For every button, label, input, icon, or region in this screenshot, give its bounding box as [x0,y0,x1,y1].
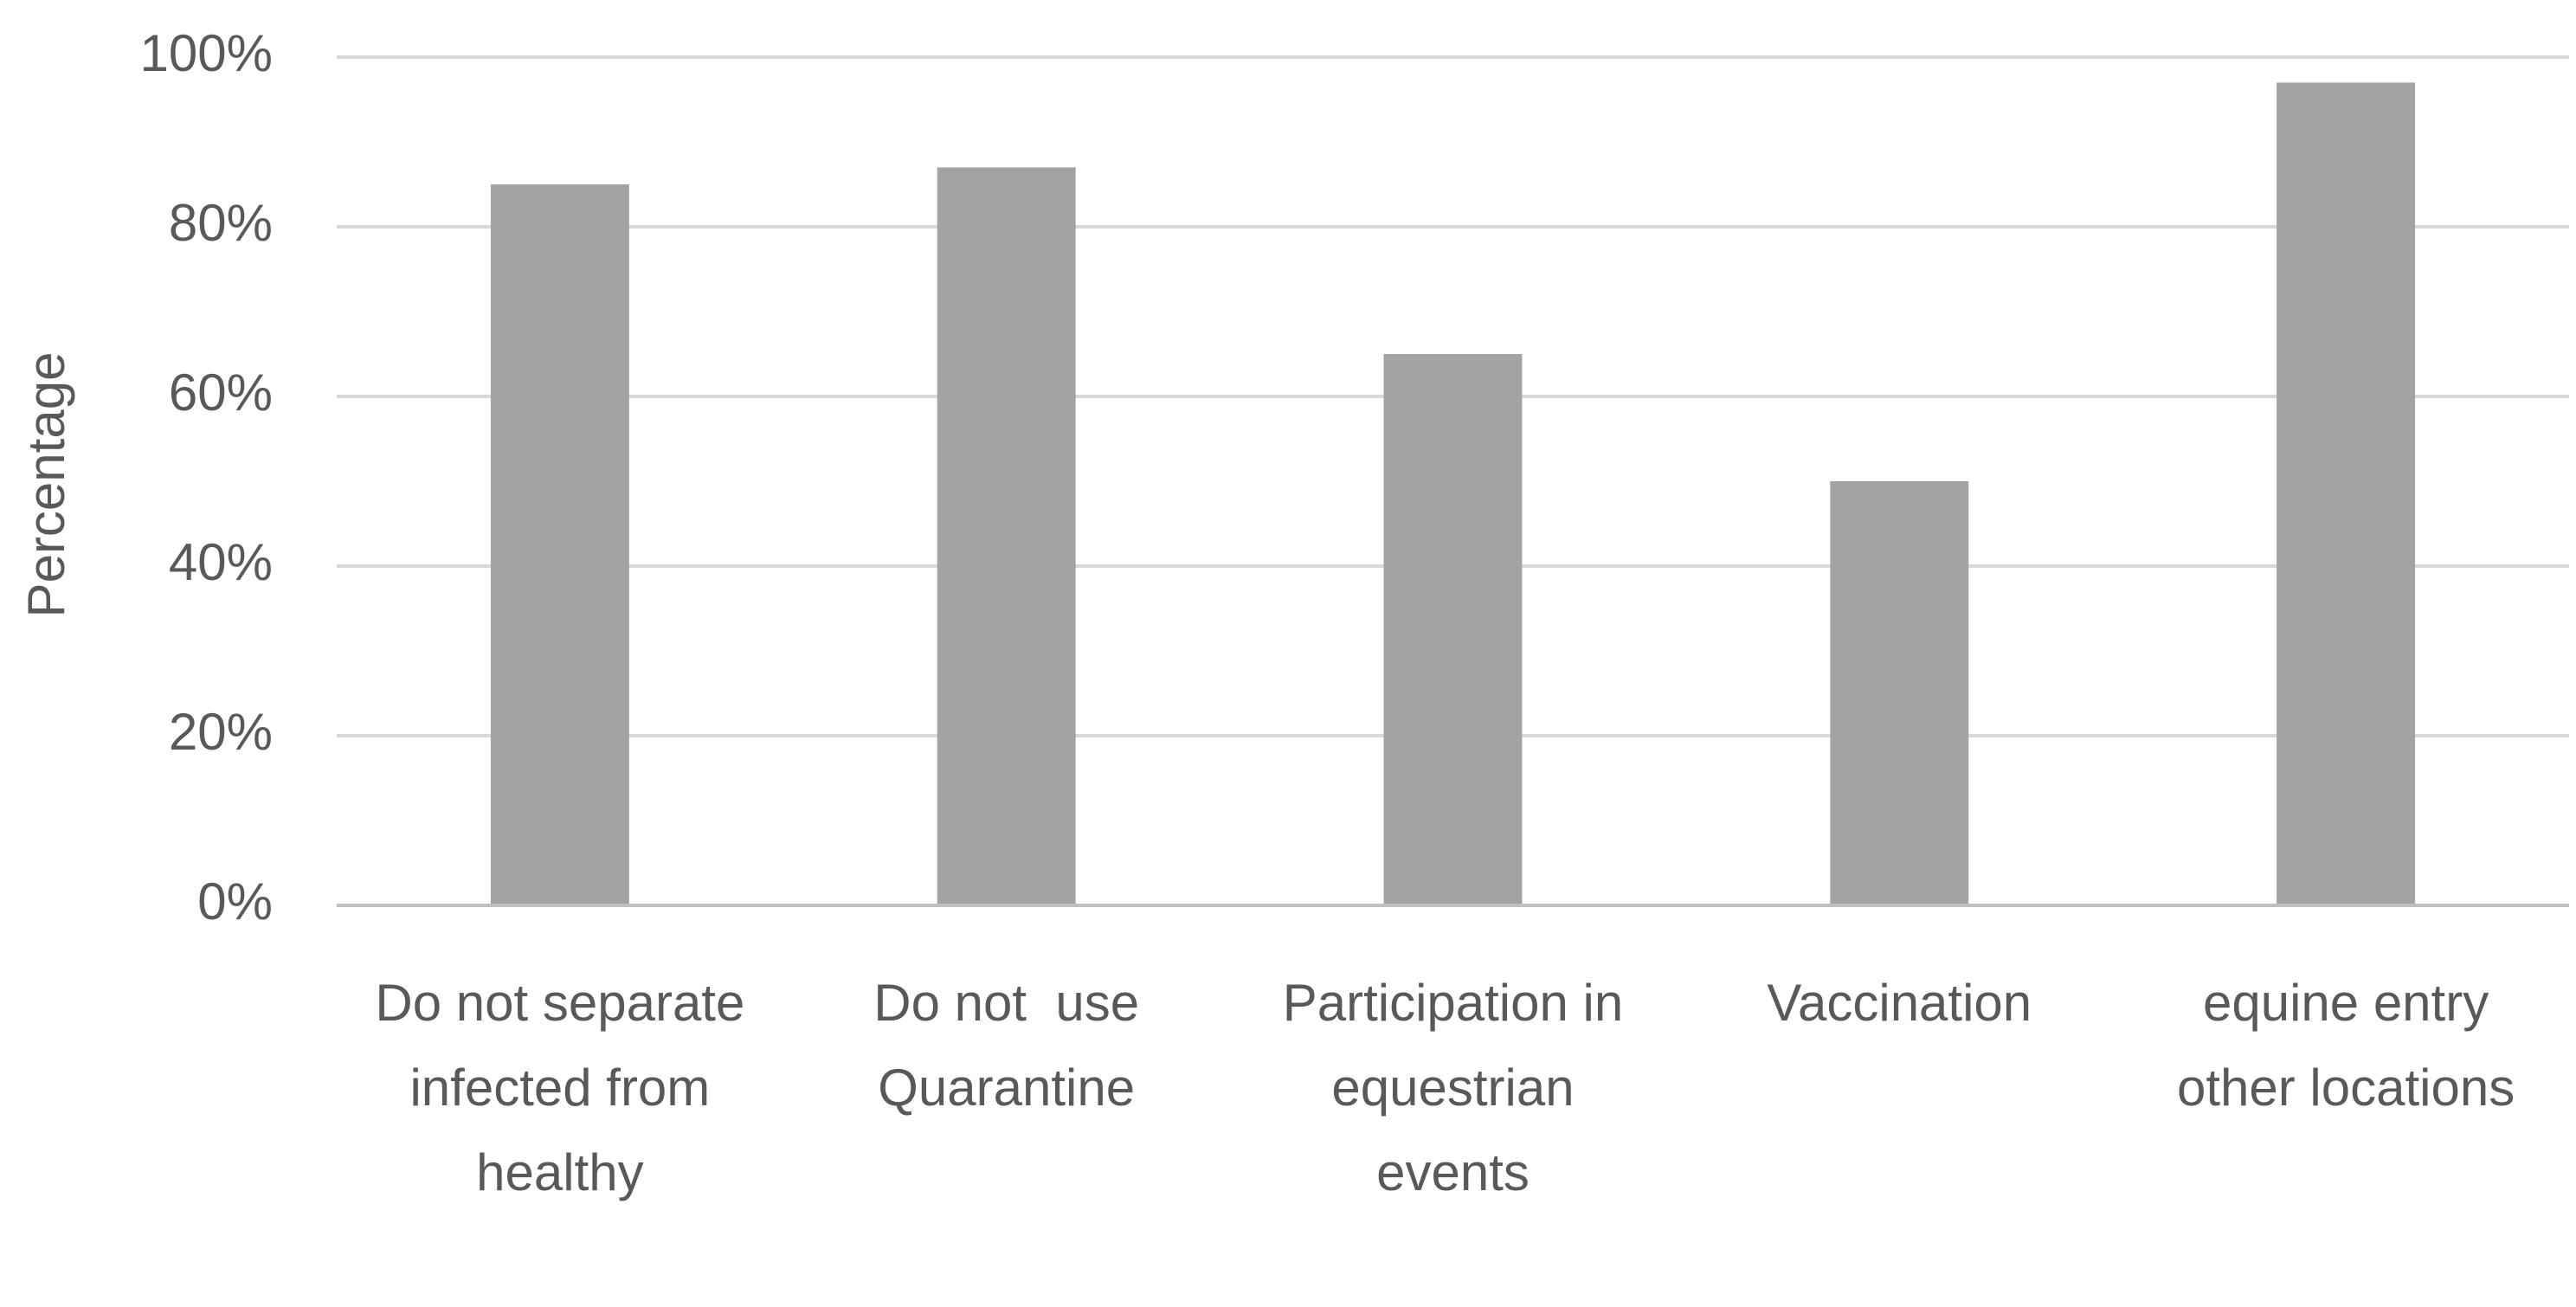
y-tick-label: 100% [140,24,273,82]
x-tick-label: Do not separate infected from healthy [375,974,760,1201]
bar [2277,82,2416,905]
y-axis-title: Percentage [17,352,75,618]
x-tick-label: Do not use Quarantine [873,974,1154,1117]
y-tick-label: 60% [169,364,273,422]
x-tick-label: Participation in equestrian events [1282,974,1638,1201]
y-tick-label: 0% [197,872,273,930]
bar [1830,481,1969,905]
y-tick-label: 20% [169,703,273,761]
x-tick-label: equine entry other locations [2176,974,2515,1117]
bar [1383,354,1523,905]
y-tick-label: 80% [169,194,273,252]
x-tick-label: Vaccination [1767,974,2032,1032]
y-tick-label: 40% [169,533,273,591]
bar [490,184,629,905]
bar [937,167,1076,905]
